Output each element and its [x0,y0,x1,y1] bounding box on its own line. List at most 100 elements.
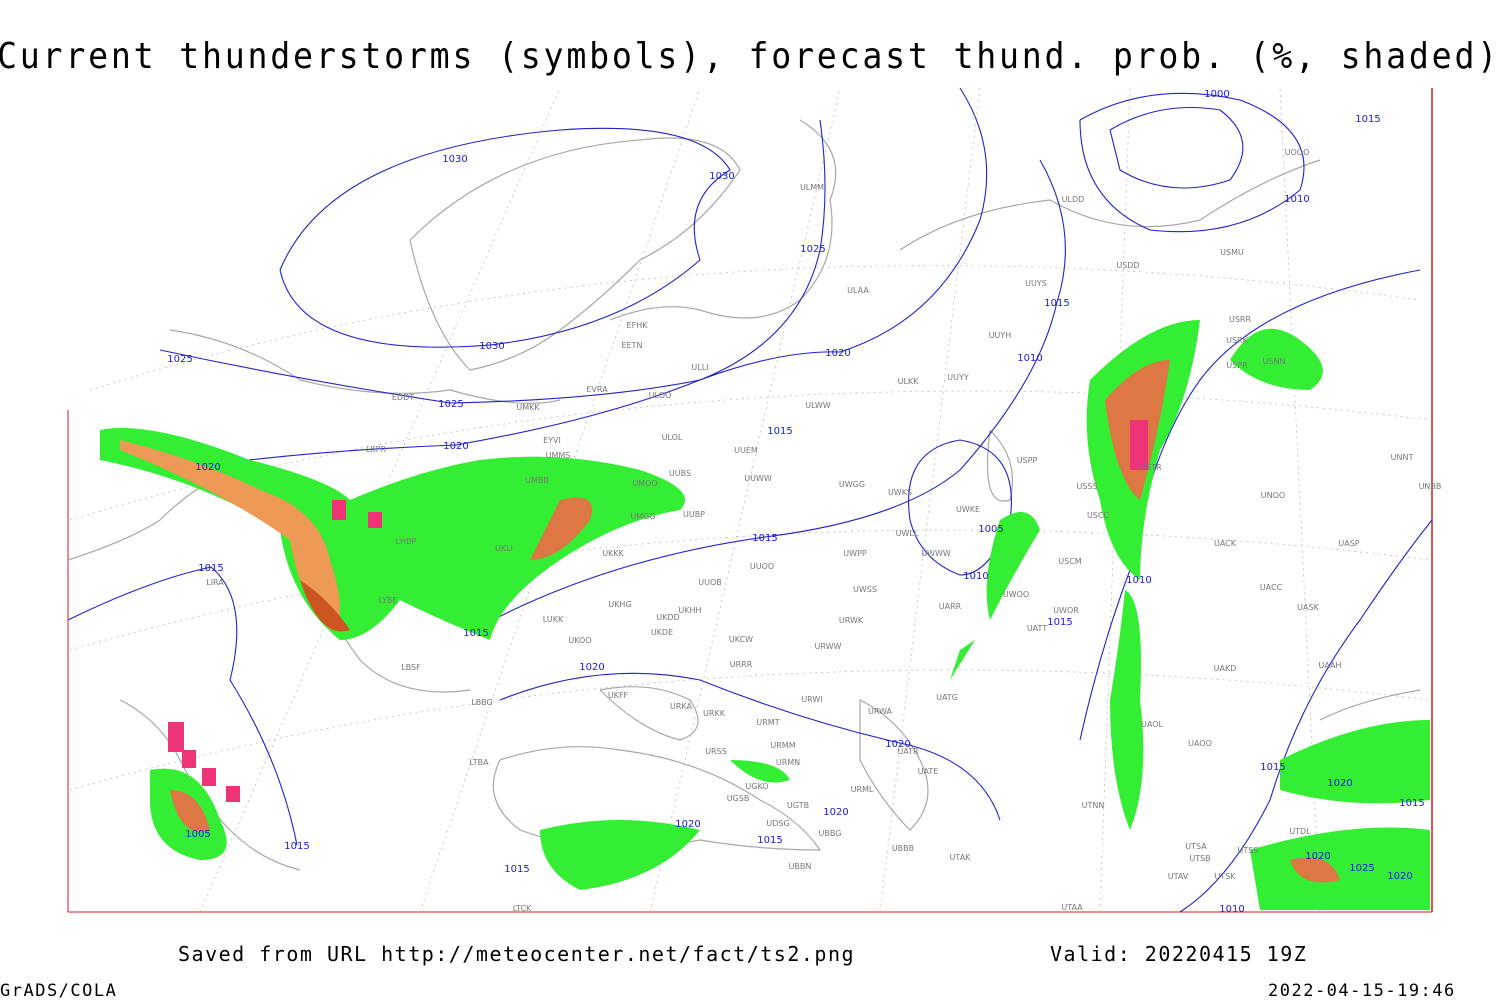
station-label: ULOO [649,391,672,400]
station-label: URMT [756,718,779,727]
isobar-label: 1030 [479,341,504,352]
station-label: UMBB [525,476,549,485]
software: GrADS/COLA [0,981,117,1000]
isobar-label: 1015 [504,864,529,875]
station-label: LKPR [366,445,387,454]
station-label: URKA [670,702,693,711]
station-label: UASK [1297,603,1319,612]
map-frame [67,88,1433,913]
station-label: UTAA [1061,903,1083,912]
station-label: USPR [1226,361,1248,370]
station-label: UAAH [1318,661,1341,670]
current-thunderstorm-symbols [168,420,1148,802]
station-label: USTR [1140,463,1162,472]
station-label: LTCK [513,904,532,913]
timestamp: 2022-04-15-19:46 [1268,981,1456,1000]
station-label: URWA [868,707,893,716]
station-label: EDDT [392,393,414,402]
station-label: LBSF [401,663,421,672]
isobar-label: 1005 [185,829,210,840]
station-label: UGTB [787,801,809,810]
station-label: EFHK [627,321,649,330]
station-label: UUBP [683,510,705,519]
station-label: UBBB [892,844,914,853]
station-label: USNN [1263,357,1286,366]
station-label: UKOO [568,636,591,645]
station-label: UATG [936,693,958,702]
isobar-label: 1020 [1387,871,1412,882]
isobar-label: 1015 [767,426,792,437]
isobar-label: 1020 [1305,851,1330,862]
station-label: URML [851,785,874,794]
isobar-label: 1025 [438,399,463,410]
station-label: USRR [1229,315,1251,324]
station-label: UMMS [546,451,571,460]
station-label: UTSA [1185,842,1207,851]
isobar-label: 1010 [1219,904,1244,915]
station-label: USDD [1116,261,1139,270]
isobar-label: 1015 [752,533,777,544]
station-label: ULOL [662,433,683,442]
station-label: UKFF [608,691,629,700]
station-label: URSS [705,747,727,756]
station-label: URMM [770,741,795,750]
isobar-label: 1010 [963,571,988,582]
station-label: ULDD [1062,195,1085,204]
station-label: URWW [815,642,842,651]
station-label: EETN [622,341,643,350]
isobar-label: 1025 [1349,863,1374,874]
station-label: LYBE [379,596,398,605]
station-label: UNOO [1261,491,1285,500]
station-label: UMOO [632,479,657,488]
station-label: UWOO [1003,590,1029,599]
isobar-label: 1030 [709,171,734,182]
station-label: UAKD [1214,664,1237,673]
station-label: UKKK [602,549,624,558]
station-label: UKLI [495,544,513,553]
station-label: USMU [1220,248,1244,257]
station-label: UTNN [1082,801,1105,810]
station-label: EYVI [543,436,561,445]
isobar-label: 1020 [443,441,468,452]
station-label: UAOL [1141,720,1163,729]
station-label: UWOR [1053,606,1079,615]
isobar-label: 1025 [800,244,825,255]
isobar-label: 1015 [284,841,309,852]
station-label: LHBP [396,537,417,546]
station-label: UWKS [888,488,912,497]
station-label: UBBG [819,829,842,838]
isobars [67,87,1433,913]
station-label: LBBG [471,698,493,707]
station-label: UTDL [1289,827,1311,836]
station-label: ULMM [800,183,824,192]
station-label: UKDD [656,613,679,622]
station-label: URKK [703,709,726,718]
station-label: UUOO [750,562,774,571]
station-label: UOOO [1285,148,1310,157]
station-label: UMKK [516,403,540,412]
station-label: UUYH [989,331,1012,340]
station-label: UUWW [744,474,772,483]
graticule [69,87,1431,913]
station-label: UWKE [956,505,980,514]
station-label: UKDE [651,628,673,637]
station-label: UATR [897,747,919,756]
station-label: UACC [1260,583,1283,592]
station-label: EVRA [586,385,608,394]
station-label: UKHG [608,600,631,609]
station-label: UATT [1027,624,1047,633]
station-label: UGKO [745,782,768,791]
isobar-label: 1010 [1126,575,1151,586]
isobar-label: 1020 [1327,778,1352,789]
station-label: UNNT [1391,453,1414,462]
station-label: LTBA [469,758,489,767]
station-label: ULWW [805,401,830,410]
station-label: UACK [1214,539,1237,548]
station-label: ULLI [691,363,708,372]
isobar-label: 1015 [198,563,223,574]
station-label: UAOO [1188,739,1212,748]
station-label: USRK [1226,336,1248,345]
isobar-label: 1010 [1017,353,1042,364]
isobar-label: 1015 [1047,617,1072,628]
